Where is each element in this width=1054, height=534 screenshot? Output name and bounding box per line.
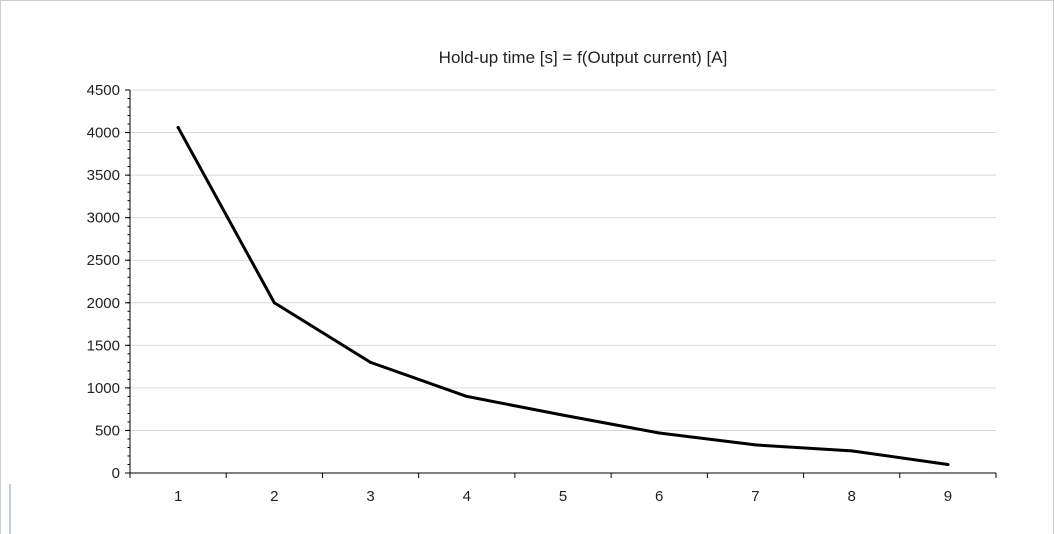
y-tick-label: 1500 [87, 337, 120, 354]
frame-edge [9, 484, 11, 534]
gridlines [130, 89, 996, 431]
y-tick-label: 500 [95, 422, 120, 439]
data-point [946, 462, 950, 466]
data-point [369, 360, 373, 364]
y-tick-label: 2500 [87, 252, 120, 269]
y-tick-label: 1000 [87, 380, 120, 397]
x-tick-label: 3 [366, 488, 374, 505]
data-point [657, 431, 661, 435]
y-tick-label: 4500 [87, 82, 120, 99]
data-point [465, 394, 469, 398]
y-tick-label: 2000 [87, 295, 120, 312]
x-tick-label: 2 [270, 488, 278, 505]
x-tick-label: 7 [751, 488, 759, 505]
y-tick-label: 4000 [87, 125, 120, 142]
x-tick-label: 1 [174, 488, 182, 505]
data-point [753, 443, 757, 447]
x-tick-label: 4 [463, 488, 471, 505]
x-axis-ticks: 1 2 3 4 5 6 7 8 9 [129, 473, 997, 505]
x-tick-label: 8 [847, 488, 855, 505]
x-tick-label: 6 [655, 488, 663, 505]
y-axis-ticks: 0 500 1000 1500 2000 2500 3000 3500 4000 4500 [87, 82, 130, 482]
data-point [272, 301, 276, 305]
data-point [561, 413, 565, 417]
y-tick-label: 3500 [87, 167, 120, 184]
data-point [850, 449, 854, 453]
x-tick-label: 9 [944, 488, 952, 505]
series-group [176, 125, 950, 466]
y-tick-label: 3000 [87, 210, 120, 227]
data-point [176, 125, 180, 129]
chart-title: Hold-up time [s] = f(Output current) [A] [439, 48, 728, 67]
axes [129, 90, 996, 474]
x-tick-label: 5 [559, 488, 567, 505]
y-tick-label: 0 [112, 465, 120, 482]
